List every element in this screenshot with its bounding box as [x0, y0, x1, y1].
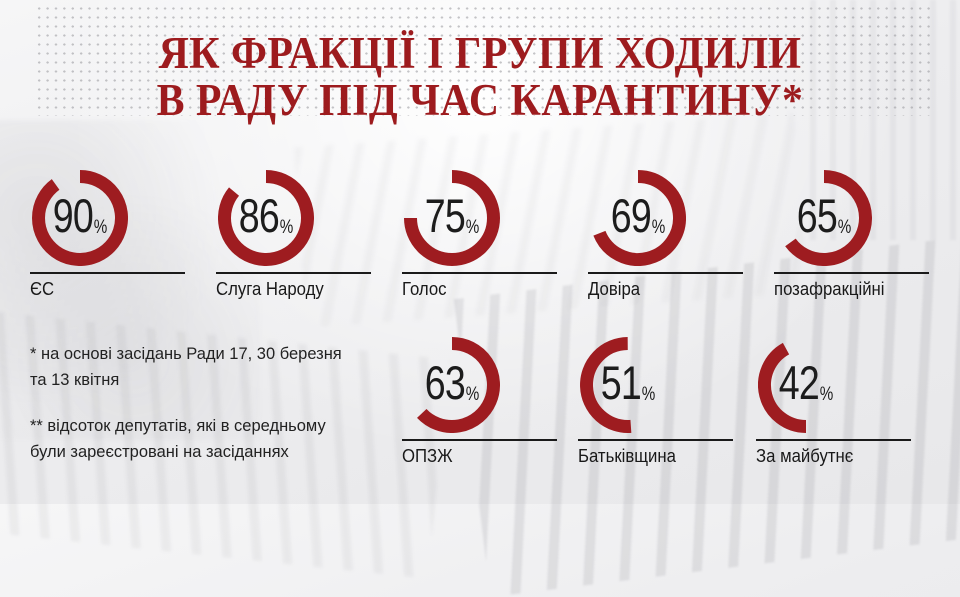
percent-readout: 86%	[228, 188, 305, 243]
label-rule	[30, 272, 185, 274]
faction-card: 75% Голос	[402, 170, 562, 300]
footnote-method: ** відсоток депутатів, які в середньому …	[30, 416, 326, 461]
page-title-line1: ЯК ФРАКЦІЇ І ГРУПИ ХОДИЛИ	[158, 28, 802, 78]
page-title: ЯК ФРАКЦІЇ І ГРУПИ ХОДИЛИ В РАДУ ПІД ЧАС…	[0, 30, 960, 124]
faction-label: Слуга Народу	[216, 279, 324, 299]
faction-label: ЄС	[30, 279, 55, 299]
percent-value: 90	[52, 188, 94, 242]
percent-readout: 90%	[42, 188, 119, 243]
percent-value: 63	[424, 355, 466, 409]
donut-ring-svg	[593, 170, 686, 266]
percent-readout: 51%	[590, 355, 667, 410]
percent-sign: %	[651, 216, 666, 238]
percent-readout: 63%	[414, 355, 491, 410]
donut-ring-svg	[580, 337, 632, 433]
faction-label: ОПЗЖ	[402, 446, 453, 466]
faction-card: 51% Батьківщина	[578, 337, 738, 467]
label-rule	[216, 272, 371, 274]
faction-label: Голос	[402, 279, 447, 299]
donut-ring-svg	[32, 170, 128, 266]
donut-arc	[593, 170, 686, 266]
faction-card: 65% позафракційні	[774, 170, 934, 300]
donut-arc	[417, 337, 500, 433]
donut-arc	[758, 342, 807, 433]
percent-readout: 42%	[768, 355, 845, 410]
percent-sign: %	[279, 216, 294, 238]
percent-readout: 65%	[786, 188, 863, 243]
faction-label: За майбутнє	[756, 446, 854, 466]
percent-readout: 75%	[414, 188, 491, 243]
percent-sign: %	[465, 216, 480, 238]
donut-chart: 86%	[218, 170, 314, 266]
percent-sign: %	[93, 216, 108, 238]
donut-ring-svg	[785, 170, 872, 266]
faction-card: 90% ЄС	[30, 170, 190, 300]
faction-card: 86% Слуга Народу	[216, 170, 376, 300]
donut-arc	[404, 170, 500, 266]
halftone-dot-pattern	[35, 4, 932, 116]
percent-value: 42	[778, 355, 820, 409]
donut-chart: 51%	[580, 337, 676, 433]
donut-chart: 90%	[32, 170, 128, 266]
donut-chart: 69%	[590, 170, 686, 266]
label-rule	[588, 272, 743, 274]
donut-ring-svg	[218, 170, 314, 266]
donut-chart: 42%	[758, 337, 854, 433]
label-rule	[578, 439, 733, 441]
percent-value: 51	[600, 355, 642, 409]
faction-card: 69% Довіра	[588, 170, 748, 300]
label-rule	[402, 272, 557, 274]
label-rule	[774, 272, 929, 274]
donut-arc	[785, 170, 872, 266]
faction-label: позафракційні	[774, 279, 885, 299]
donut-arc	[32, 170, 128, 266]
percent-value: 86	[238, 188, 280, 242]
percent-sign: %	[819, 383, 834, 405]
percent-sign: %	[465, 383, 480, 405]
donut-ring-svg	[404, 170, 500, 266]
donut-arc	[218, 170, 314, 266]
faction-label: Довіра	[588, 279, 641, 299]
percent-value: 65	[796, 188, 838, 242]
donut-chart: 63%	[404, 337, 500, 433]
faction-label: Батьківщина	[578, 446, 676, 466]
percent-value: 69	[610, 188, 652, 242]
donut-chart: 65%	[776, 170, 872, 266]
donut-ring-svg	[417, 337, 500, 433]
percent-sign: %	[837, 216, 852, 238]
label-rule	[756, 439, 911, 441]
percent-readout: 69%	[600, 188, 677, 243]
percent-value: 75	[424, 188, 466, 242]
page-title-line2: В РАДУ ПІД ЧАС КАРАНТИНУ*	[156, 75, 804, 125]
label-rule	[402, 439, 557, 441]
faction-card: 42% За майбутнє	[756, 337, 916, 467]
donut-ring-svg	[758, 342, 807, 433]
percent-sign: %	[641, 383, 656, 405]
faction-card: 63% ОПЗЖ	[402, 337, 562, 467]
donut-arc	[580, 337, 632, 433]
footnotes: * на основі засідань Ради 17, 30 березня…	[30, 341, 352, 485]
footnote-sessions: * на основі засідань Ради 17, 30 березня…	[30, 344, 342, 389]
donut-chart: 75%	[404, 170, 500, 266]
